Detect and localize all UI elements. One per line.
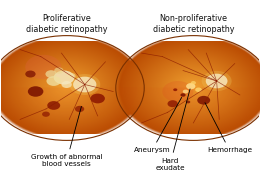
Circle shape bbox=[186, 100, 190, 103]
Circle shape bbox=[183, 90, 188, 93]
Circle shape bbox=[73, 77, 96, 92]
Circle shape bbox=[25, 71, 36, 77]
Text: Proliferative
diabetic retinopathy: Proliferative diabetic retinopathy bbox=[26, 14, 107, 34]
Circle shape bbox=[180, 93, 186, 97]
Circle shape bbox=[173, 88, 177, 91]
Text: Non-proliferative
diabetic retinopathy: Non-proliferative diabetic retinopathy bbox=[153, 14, 234, 34]
Text: Growth of abnormal
blood vessels: Growth of abnormal blood vessels bbox=[31, 106, 102, 167]
Circle shape bbox=[167, 100, 178, 107]
Circle shape bbox=[75, 106, 84, 112]
Circle shape bbox=[54, 71, 74, 84]
Text: Hard
exudate: Hard exudate bbox=[155, 89, 190, 171]
Circle shape bbox=[47, 76, 61, 86]
Circle shape bbox=[195, 87, 202, 92]
Circle shape bbox=[202, 71, 232, 91]
Circle shape bbox=[47, 101, 60, 110]
Text: Aneurysm: Aneurysm bbox=[134, 97, 182, 153]
Circle shape bbox=[90, 94, 105, 103]
Circle shape bbox=[186, 83, 196, 89]
Circle shape bbox=[68, 73, 76, 78]
Circle shape bbox=[42, 112, 50, 117]
Circle shape bbox=[61, 81, 72, 88]
Circle shape bbox=[206, 74, 228, 88]
Text: Hemorrhage: Hemorrhage bbox=[205, 103, 252, 153]
Circle shape bbox=[69, 74, 100, 95]
Circle shape bbox=[197, 96, 210, 105]
Circle shape bbox=[46, 70, 57, 78]
Circle shape bbox=[28, 86, 43, 97]
Circle shape bbox=[162, 81, 193, 102]
Circle shape bbox=[25, 55, 61, 79]
Circle shape bbox=[54, 67, 63, 74]
Circle shape bbox=[191, 81, 196, 84]
